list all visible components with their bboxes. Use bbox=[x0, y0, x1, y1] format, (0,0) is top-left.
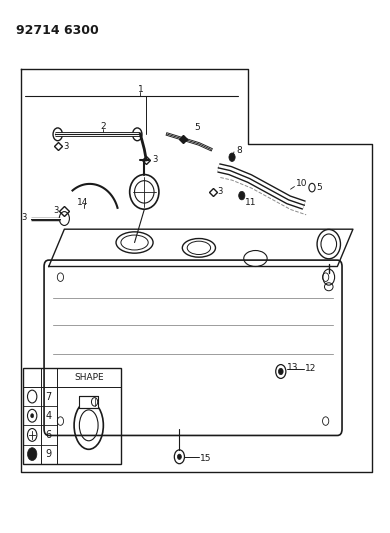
Circle shape bbox=[229, 153, 235, 161]
Text: 1: 1 bbox=[138, 85, 143, 94]
Text: 3: 3 bbox=[218, 188, 223, 196]
Text: 11: 11 bbox=[245, 198, 256, 207]
Text: 10: 10 bbox=[296, 180, 307, 188]
Text: 13: 13 bbox=[287, 364, 298, 372]
Circle shape bbox=[239, 191, 245, 200]
Text: 4: 4 bbox=[46, 411, 52, 421]
Circle shape bbox=[278, 368, 283, 375]
Text: 3: 3 bbox=[21, 213, 27, 222]
Text: 15: 15 bbox=[200, 454, 211, 463]
Circle shape bbox=[27, 448, 37, 461]
Text: 6: 6 bbox=[46, 430, 52, 440]
Circle shape bbox=[177, 454, 181, 459]
Text: 2: 2 bbox=[101, 123, 106, 131]
Text: 3: 3 bbox=[63, 142, 69, 150]
Circle shape bbox=[30, 414, 34, 418]
Bar bbox=[23, 368, 121, 464]
Text: 5: 5 bbox=[317, 183, 323, 192]
Bar bbox=[79, 396, 98, 408]
Text: 92714 6300: 92714 6300 bbox=[16, 24, 98, 37]
Text: 9: 9 bbox=[46, 449, 52, 459]
Text: SHAPE: SHAPE bbox=[74, 373, 103, 382]
Text: 3: 3 bbox=[53, 206, 58, 215]
Text: 7: 7 bbox=[46, 392, 52, 401]
Text: 3: 3 bbox=[152, 156, 158, 164]
Text: 14: 14 bbox=[77, 198, 88, 207]
Text: 12: 12 bbox=[305, 365, 317, 373]
Text: 5: 5 bbox=[194, 124, 200, 132]
Text: 8: 8 bbox=[236, 146, 242, 155]
